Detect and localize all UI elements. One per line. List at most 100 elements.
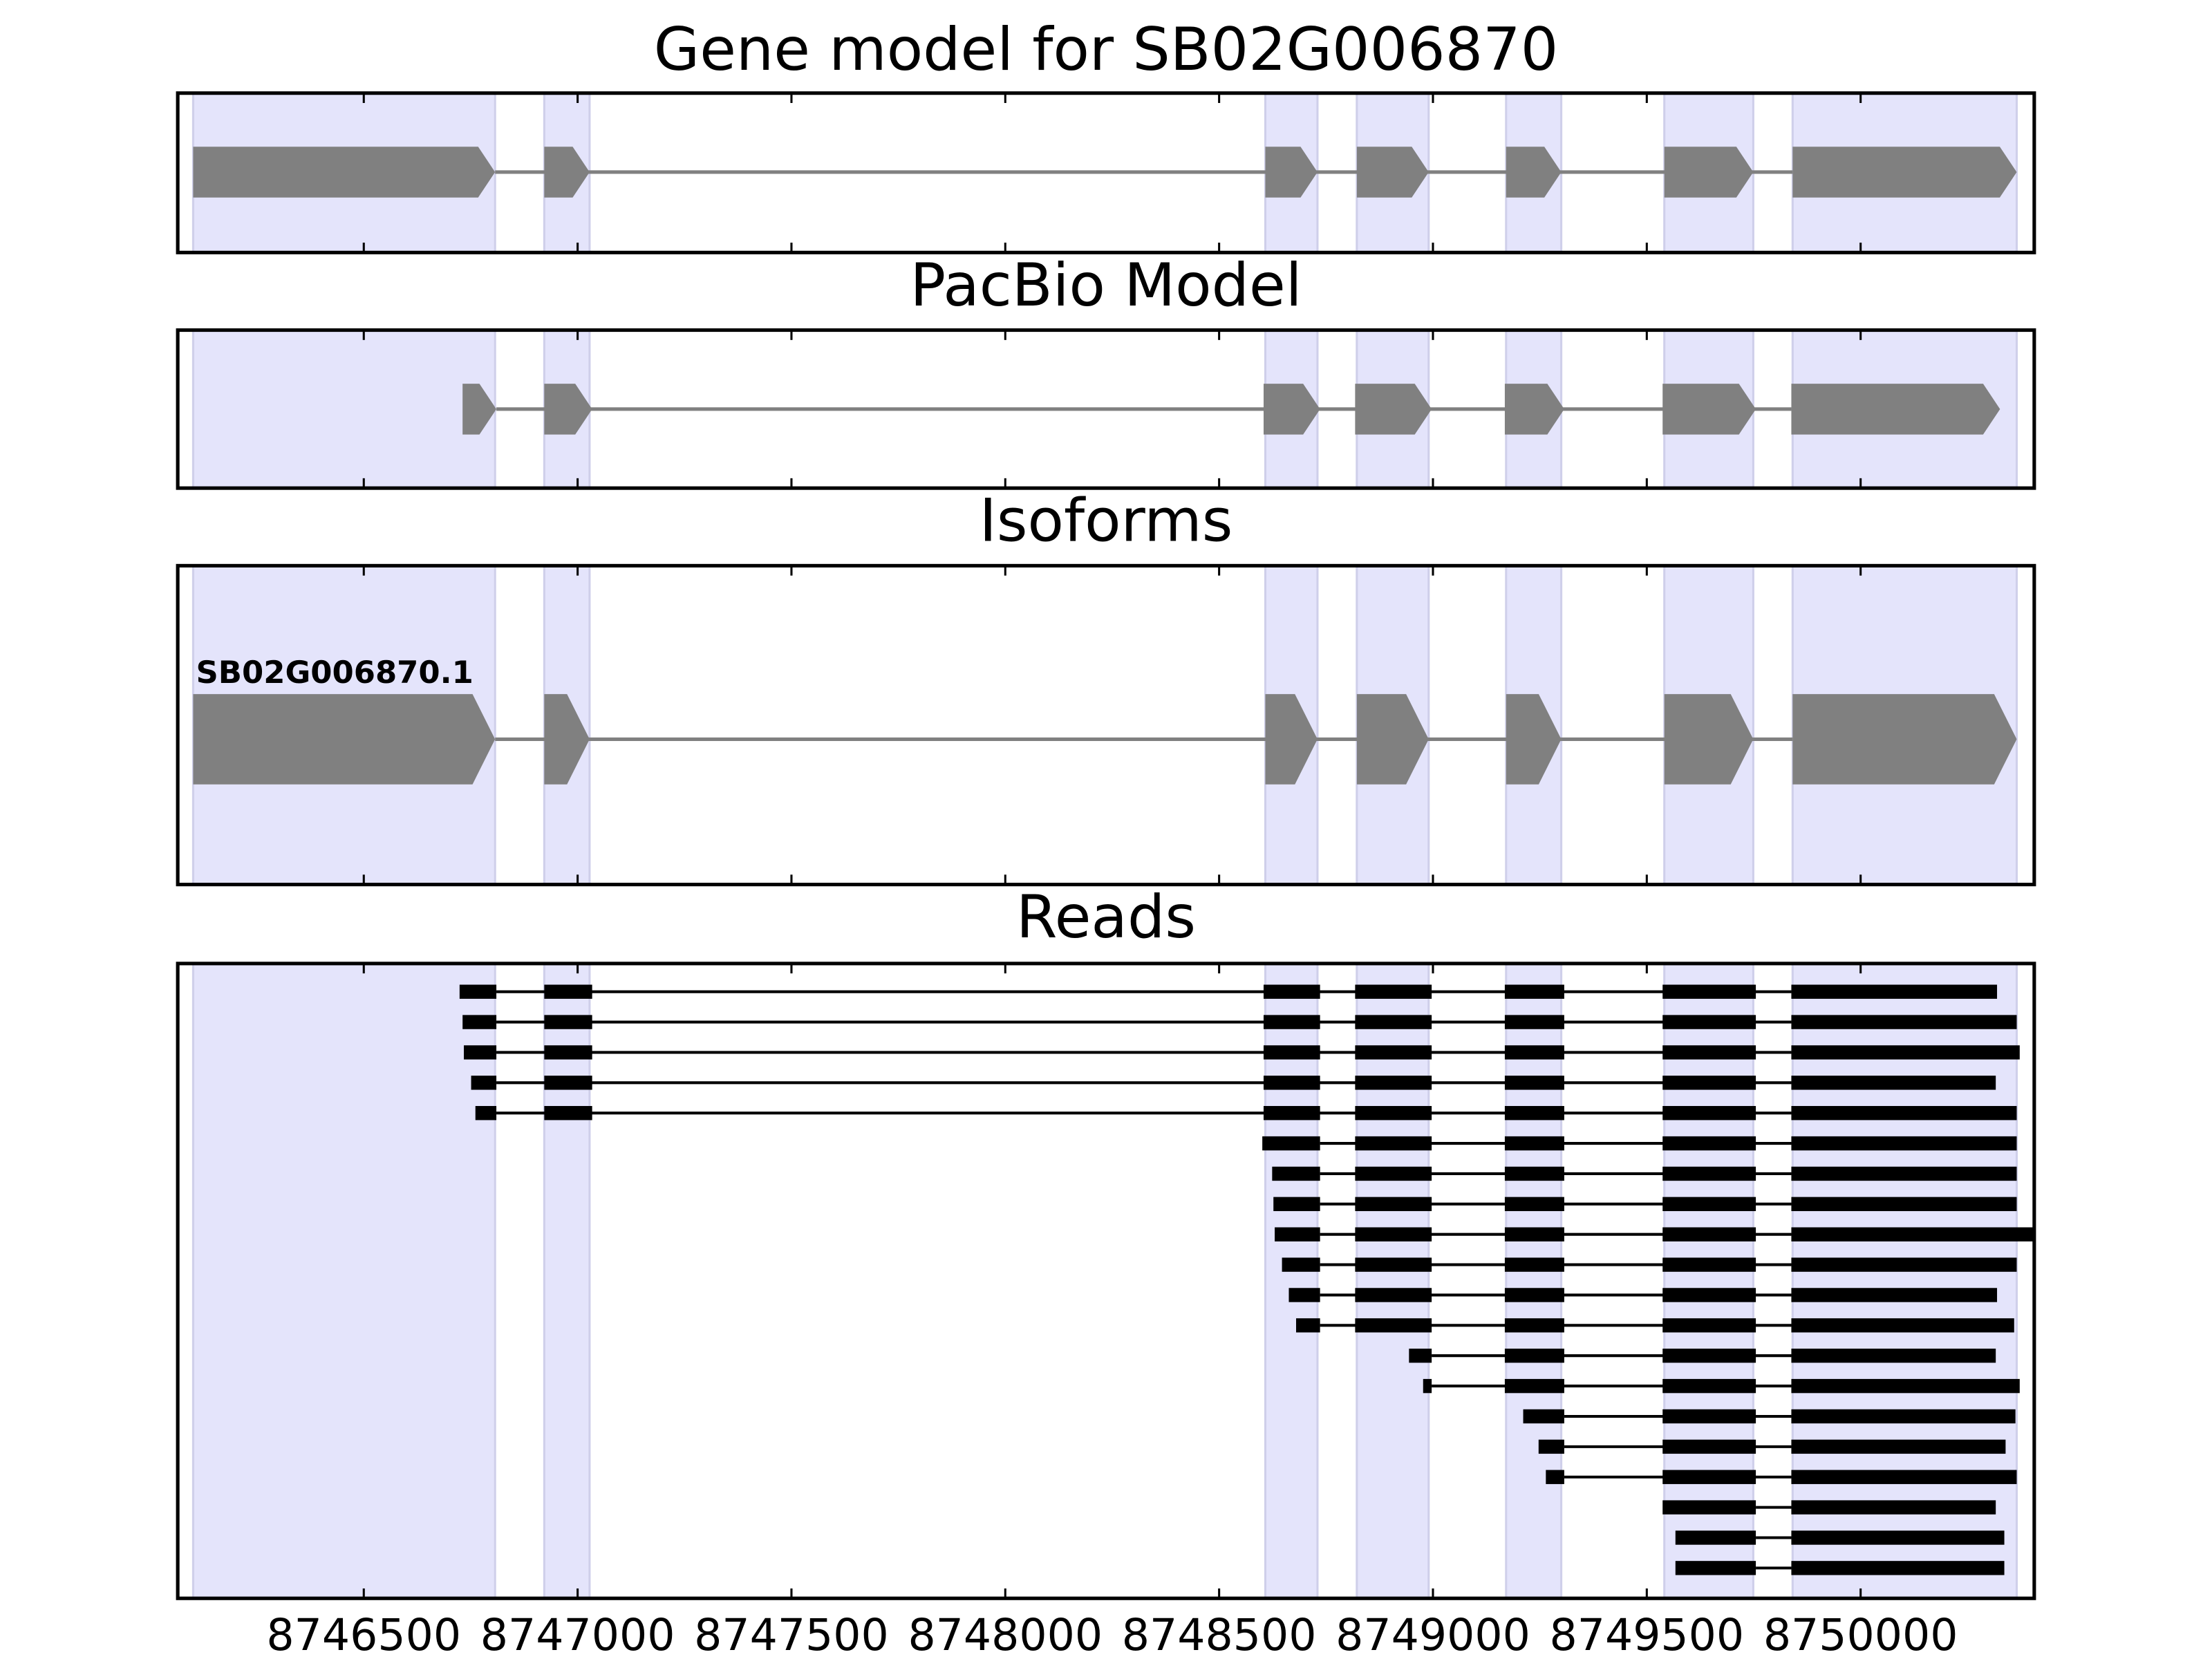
read-block <box>544 1045 592 1060</box>
exon <box>1263 384 1320 435</box>
read-block <box>1662 1257 1756 1272</box>
exon <box>1506 694 1562 785</box>
read-block <box>1355 1166 1432 1181</box>
read-block <box>544 1076 592 1090</box>
read-block <box>1662 984 1756 999</box>
read-block <box>1662 1409 1756 1424</box>
read-block <box>1355 1106 1432 1121</box>
read-block <box>1355 984 1432 999</box>
read-block <box>1355 1318 1432 1333</box>
read-block <box>1675 1561 1756 1575</box>
read-block <box>459 984 497 999</box>
read-block <box>1504 1349 1564 1363</box>
read-block <box>1355 1015 1432 1029</box>
read-block <box>1504 1166 1564 1181</box>
read-block <box>1355 1136 1432 1151</box>
exon <box>193 694 496 785</box>
exon-shading <box>191 962 496 1600</box>
exon <box>1662 384 1756 435</box>
read-block <box>464 1045 497 1060</box>
exon <box>1664 147 1754 198</box>
read-block <box>1791 1257 2017 1272</box>
exon <box>1265 694 1318 785</box>
exon <box>544 384 592 435</box>
exon <box>1504 384 1564 435</box>
read-block <box>1662 1076 1756 1090</box>
read-block <box>1355 1045 1432 1060</box>
read-block <box>1791 1045 2020 1060</box>
read-block <box>462 1015 497 1029</box>
x-tick-label: 8749500 <box>1549 1609 1744 1659</box>
read-block <box>471 1076 497 1090</box>
exon-shading <box>191 329 496 489</box>
read-block <box>1504 1045 1564 1060</box>
exon <box>1265 147 1318 198</box>
read-block <box>1662 1349 1756 1363</box>
x-tick-label: 8748000 <box>908 1609 1103 1659</box>
read-block <box>1538 1439 1564 1454</box>
read-block <box>1282 1257 1320 1272</box>
read-block <box>1504 1106 1564 1121</box>
read-block <box>1273 1197 1320 1212</box>
read-block <box>475 1106 497 1121</box>
read-block <box>1791 1349 1996 1363</box>
read-block <box>1504 1288 1564 1302</box>
x-tick-label: 8750000 <box>1763 1609 1958 1659</box>
panel-title: Gene model for SB02G006870 <box>654 15 1558 84</box>
read-block <box>1791 1500 1996 1515</box>
read-block <box>1791 1470 2017 1484</box>
read-block <box>1662 1136 1756 1151</box>
read-block <box>1504 1378 1564 1394</box>
exon <box>462 384 497 435</box>
read-block <box>1791 984 1998 999</box>
read-block <box>1662 1439 1756 1454</box>
exon <box>193 147 496 198</box>
read-block <box>1523 1409 1564 1424</box>
axes-frame <box>176 563 2036 887</box>
read-block <box>1546 1470 1564 1484</box>
read-block <box>1504 1197 1564 1212</box>
read-block <box>1791 1409 2016 1424</box>
read-block <box>1296 1318 1320 1333</box>
exon-shading <box>1356 962 1430 1600</box>
read-block <box>1791 1076 1996 1090</box>
read-block <box>1662 1197 1756 1212</box>
read-block <box>1355 1197 1432 1212</box>
exon-shading <box>1791 962 2018 1600</box>
read-block <box>1355 1227 1432 1241</box>
read-block <box>1263 1106 1320 1121</box>
x-tick-label: 8747500 <box>694 1609 889 1659</box>
panel-title: Reads <box>1016 883 1196 952</box>
read-block <box>1791 1106 2017 1121</box>
exon <box>1791 384 2000 435</box>
exon <box>1506 147 1562 198</box>
read-block <box>1662 1288 1756 1302</box>
read-block <box>1791 1439 2006 1454</box>
exon <box>1664 694 1754 785</box>
read-block <box>1791 1136 2017 1151</box>
exon <box>1356 147 1429 198</box>
read-block <box>1791 1288 1998 1302</box>
read-block <box>544 1015 592 1029</box>
read-block <box>1662 1500 1756 1515</box>
axes-frame <box>176 91 2036 254</box>
read-block <box>1791 1227 2034 1241</box>
read-block <box>1504 984 1564 999</box>
panel-title: PacBio Model <box>910 251 1302 320</box>
axes-frame <box>176 962 2036 1600</box>
read-block <box>1272 1166 1320 1181</box>
read-block <box>1791 1530 2005 1545</box>
exon <box>544 694 590 785</box>
exon <box>1355 384 1432 435</box>
x-tick-label: 8746500 <box>266 1609 461 1659</box>
read-block <box>1675 1530 1756 1545</box>
read-block <box>1791 1318 2014 1333</box>
x-tick-label: 8749000 <box>1335 1609 1530 1659</box>
read-block <box>1662 1470 1756 1484</box>
read-block <box>1662 1106 1756 1121</box>
exon-shading <box>1505 962 1563 1600</box>
read-block <box>1791 1015 2017 1029</box>
read-block <box>1262 1136 1320 1151</box>
read-block <box>1504 1015 1564 1029</box>
